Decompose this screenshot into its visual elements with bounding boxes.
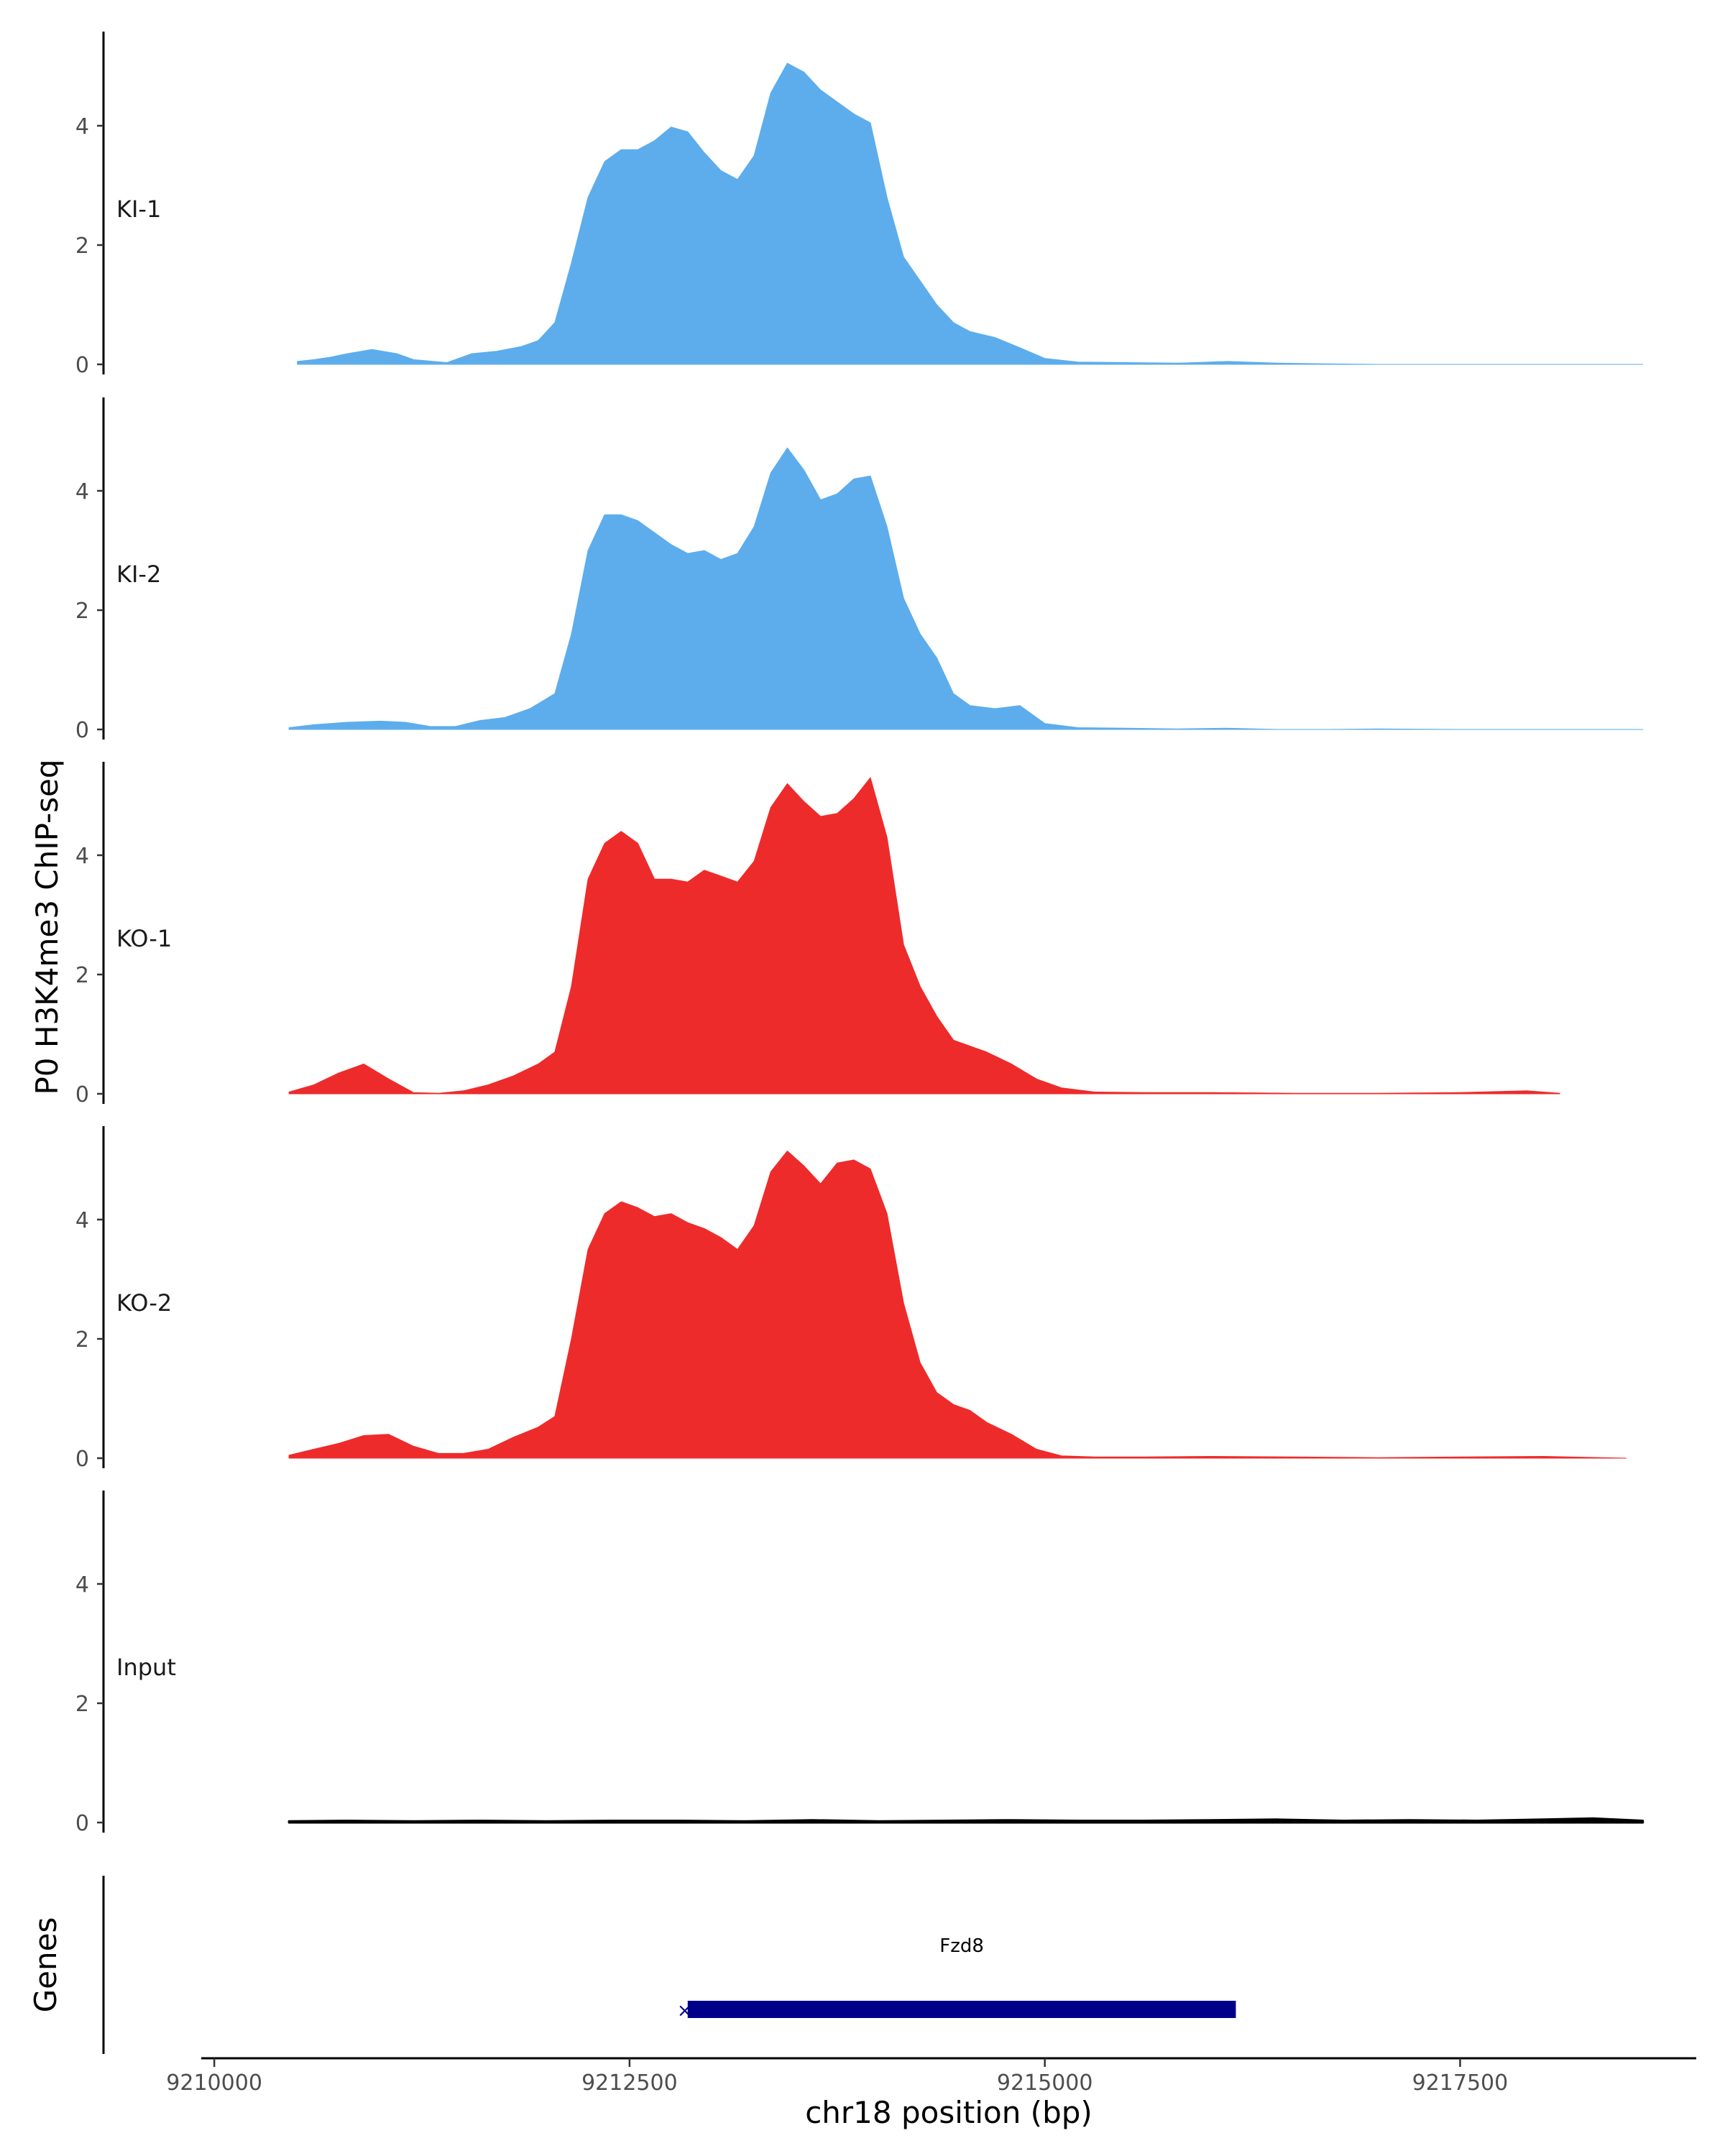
track-label: Input: [116, 1654, 176, 1681]
x-tick-label: 9212500: [581, 2070, 678, 2096]
signal-tracks: 0 2 4 KI-1 0 2 4 KI-2 0 2 4 KO-1 0 2 4 KO-2 0 2 4 Input: [75, 32, 1644, 1836]
track-ki-2: 0 2 4 KI-2: [75, 397, 1644, 743]
signal-area: [288, 1817, 1644, 1824]
y-tick-label: 4: [75, 1208, 89, 1233]
y-tick-label: 2: [75, 1327, 89, 1353]
track-ki-1: 0 2 4 KI-1: [75, 32, 1644, 378]
y-tick-label: 0: [75, 1082, 89, 1107]
x-tick-label: 9210000: [166, 2070, 262, 2096]
x-tick-label: 9217500: [1412, 2070, 1509, 2096]
y-tick-label: 4: [75, 479, 89, 505]
x-tick-label: 9215000: [997, 2070, 1093, 2096]
y-tick-label: 4: [75, 1572, 89, 1598]
y-tick-label: 4: [75, 114, 89, 139]
y-tick-label: 2: [75, 599, 89, 624]
signal-area: [288, 1151, 1627, 1459]
x-axis: 9210000 9212500 9215000 9217500: [166, 2057, 1696, 2096]
y-tick-label: 2: [75, 234, 89, 259]
signal-area: [288, 447, 1644, 730]
y-tick-label: 0: [75, 353, 89, 378]
track-input: 0 2 4 Input: [75, 1491, 1644, 1836]
track-label: KO-1: [116, 925, 172, 952]
track-ko-2: 0 2 4 KO-2: [75, 1126, 1627, 1472]
track-label: KI-1: [116, 195, 161, 223]
y-tick-label: 2: [75, 1692, 89, 1717]
signal-area: [297, 63, 1644, 365]
x-axis-title: chr18 position (bp): [805, 2095, 1092, 2130]
gene-name-label: Fzd8: [939, 1935, 984, 1957]
track-label: KO-2: [116, 1289, 172, 1317]
genes-track: Genes × Fzd8: [28, 1876, 1236, 2054]
track-ko-1: 0 2 4 KO-1: [75, 762, 1560, 1107]
y-tick-label: 0: [75, 1811, 89, 1836]
y-tick-label: 0: [75, 718, 89, 743]
y-tick-label: 0: [75, 1447, 89, 1472]
y-tick-label: 2: [75, 963, 89, 988]
signal-area: [288, 777, 1560, 1095]
genes-track-title: Genes: [28, 1917, 63, 2013]
track-label: KI-2: [116, 561, 161, 588]
gene-body: [687, 2001, 1236, 2018]
y-tick-label: 4: [75, 844, 89, 869]
gene-fzd8: × Fzd8: [677, 1935, 1236, 2022]
y-axis-title: P0 H3K4me3 ChIP-seq: [29, 759, 65, 1095]
strand-marker: ×: [677, 2000, 693, 2022]
